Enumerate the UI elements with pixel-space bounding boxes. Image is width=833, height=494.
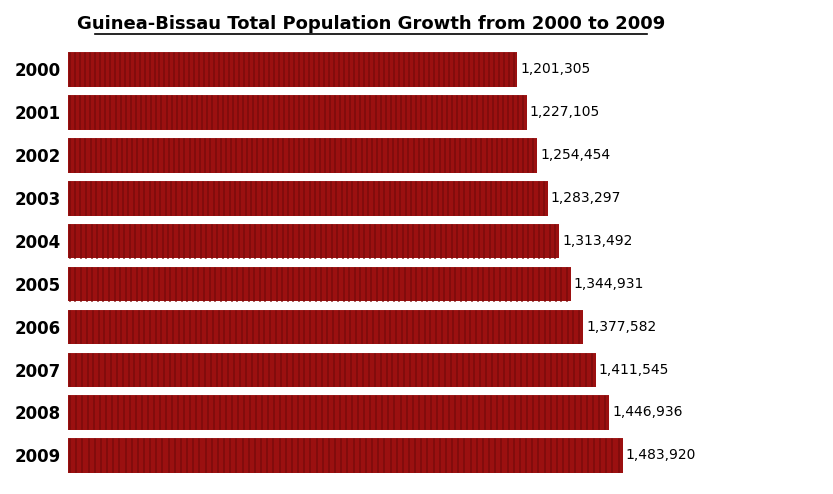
Text: 1,377,582: 1,377,582 bbox=[586, 320, 656, 333]
Bar bbox=[68, 352, 596, 387]
Text: 1,313,492: 1,313,492 bbox=[562, 234, 632, 248]
Text: 1,254,454: 1,254,454 bbox=[540, 148, 611, 162]
Bar bbox=[68, 395, 609, 430]
Bar bbox=[68, 180, 548, 215]
Text: 1,283,297: 1,283,297 bbox=[551, 191, 621, 205]
Text: 1,201,305: 1,201,305 bbox=[520, 62, 591, 76]
Bar bbox=[68, 309, 583, 344]
Bar bbox=[68, 438, 623, 473]
Text: 1,411,545: 1,411,545 bbox=[599, 363, 669, 376]
Bar bbox=[68, 137, 537, 173]
Bar bbox=[68, 223, 559, 258]
Text: 1,483,920: 1,483,920 bbox=[626, 449, 696, 462]
Text: 1,227,105: 1,227,105 bbox=[530, 105, 600, 119]
Text: 1,344,931: 1,344,931 bbox=[574, 277, 644, 291]
Bar bbox=[68, 266, 571, 301]
Bar bbox=[68, 94, 526, 130]
Bar bbox=[68, 52, 517, 87]
Title: Guinea-Bissau Total Population Growth from 2000 to 2009: Guinea-Bissau Total Population Growth fr… bbox=[77, 15, 665, 33]
Text: 1,446,936: 1,446,936 bbox=[612, 406, 682, 419]
